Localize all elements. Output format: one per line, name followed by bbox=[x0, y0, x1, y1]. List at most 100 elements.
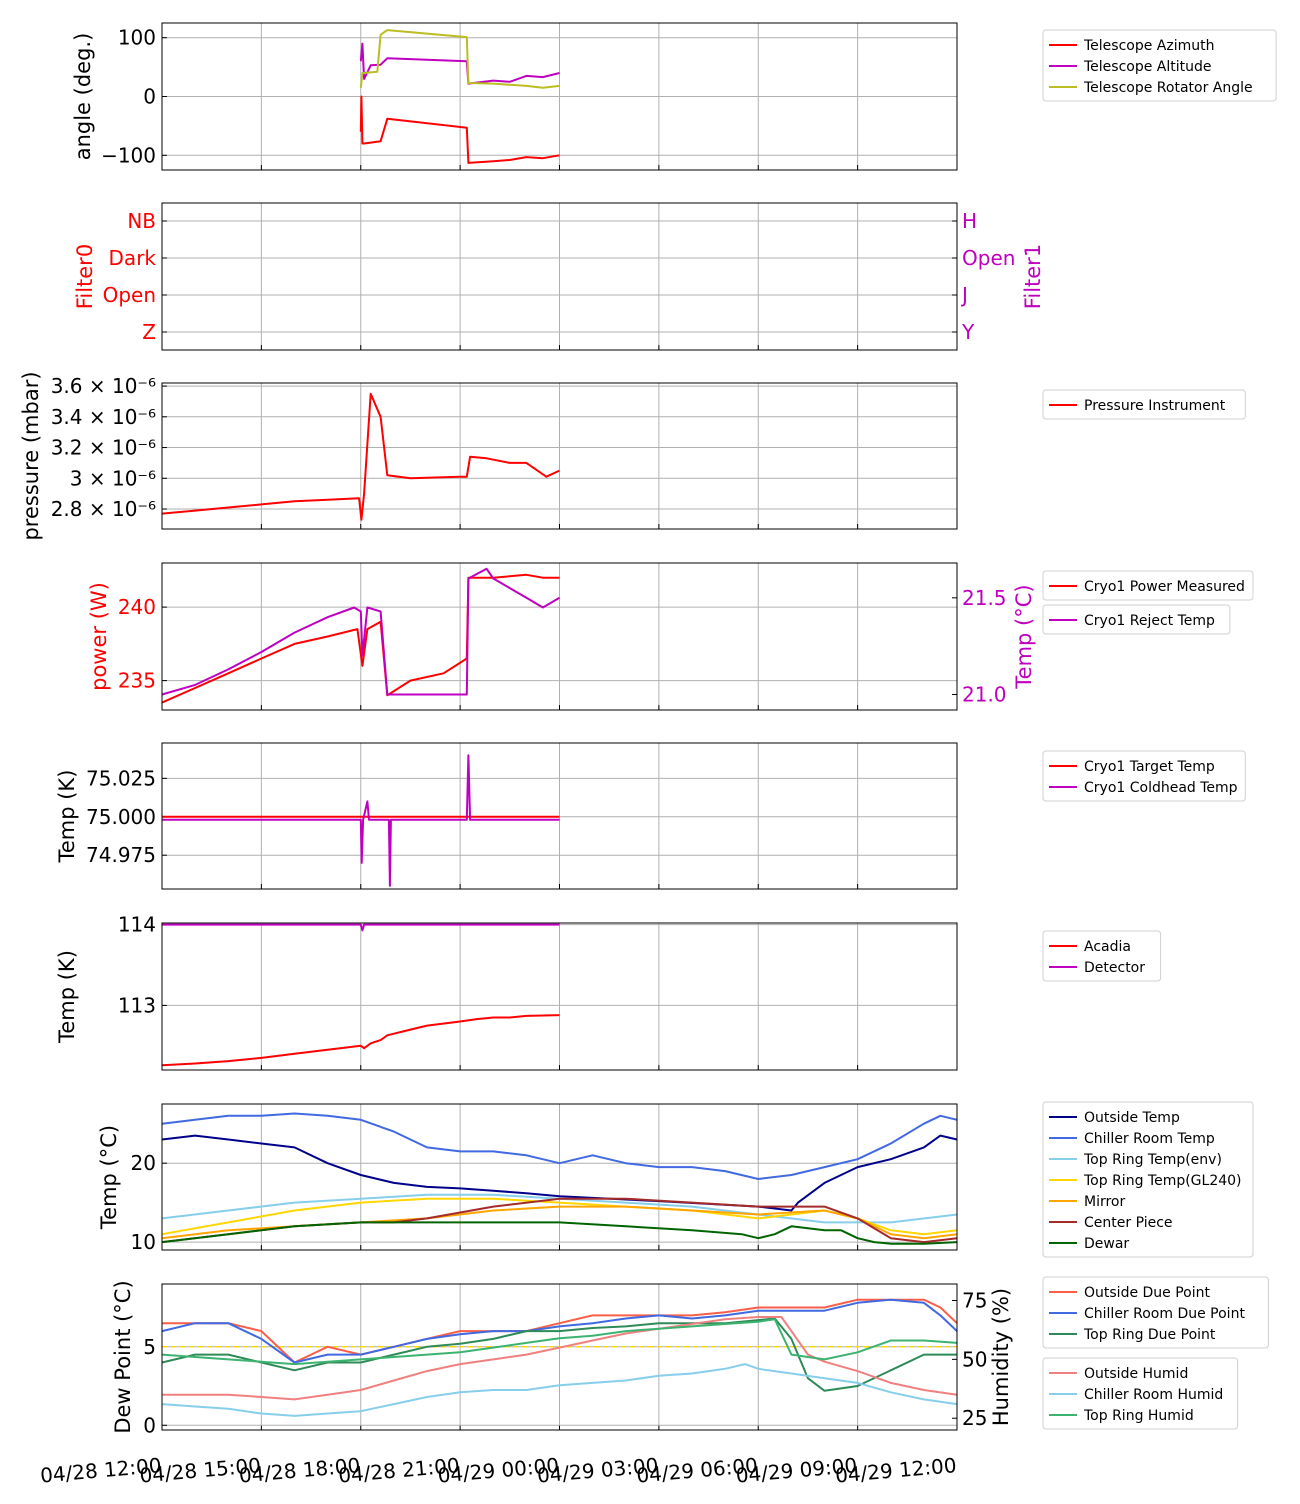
y-tick-label-right: Y bbox=[961, 320, 975, 344]
y-tick-label: 100 bbox=[118, 26, 156, 50]
legend-entry: Outside Due Point bbox=[1084, 1285, 1211, 1301]
y-tick-label: 240 bbox=[118, 595, 156, 619]
y-tick-label: 2.8 × 10⁻⁶ bbox=[51, 497, 156, 521]
legend-entry: Pressure Instrument bbox=[1084, 398, 1226, 414]
y-tick-label: 235 bbox=[118, 669, 156, 693]
legend-box bbox=[1042, 750, 1246, 802]
series-line-acadia bbox=[161, 1014, 560, 1067]
y-tick-label-right: 75 bbox=[962, 1288, 987, 1312]
y-tick-label: 3 × 10⁻⁶ bbox=[70, 466, 156, 490]
y-tick-label: Open bbox=[103, 283, 156, 307]
y-axis-label: Temp (K) bbox=[55, 770, 79, 864]
y-tick-label: −100 bbox=[101, 143, 156, 167]
series-line-chiller-room-humid bbox=[161, 1363, 958, 1417]
legend-entry: Cryo1 Power Measured bbox=[1084, 579, 1245, 595]
legend-box bbox=[1042, 1276, 1269, 1349]
legend-box bbox=[1042, 930, 1162, 982]
y-tick-label-right: J bbox=[960, 283, 968, 307]
panel-4 bbox=[161, 562, 1254, 711]
legend-box bbox=[1042, 570, 1254, 601]
legend-entry: Detector bbox=[1084, 960, 1145, 976]
legend-box bbox=[1042, 1357, 1239, 1430]
legend-entry: Chiller Room Temp bbox=[1084, 1131, 1215, 1147]
legend-box bbox=[1042, 1101, 1254, 1258]
legend-box bbox=[1042, 29, 1277, 102]
series-line-cryo1-reject-temp bbox=[161, 567, 561, 696]
panel-1 bbox=[161, 22, 1277, 171]
y-tick-label: 3.4 × 10⁻⁶ bbox=[51, 405, 156, 429]
y-tick-label-right: 25 bbox=[962, 1406, 987, 1430]
legend-entry: Mirror bbox=[1084, 1194, 1125, 1210]
y-axis-label: Dew Point (°C) bbox=[111, 1280, 135, 1433]
legend-entry: Top Ring Temp(env) bbox=[1083, 1152, 1222, 1168]
plot-frame bbox=[161, 382, 958, 530]
legend-entry: Chiller Room Humid bbox=[1084, 1387, 1223, 1403]
y-tick-label-right: 50 bbox=[962, 1347, 987, 1371]
y-tick-label: 114 bbox=[118, 913, 156, 937]
series-line-telescope-rotator-angle bbox=[359, 29, 560, 89]
y-tick-label-right: 21.5 bbox=[962, 586, 1007, 610]
y-tick-label-right: Open bbox=[962, 246, 1015, 270]
series-line-outside-due-point bbox=[162, 1298, 958, 1364]
y-axis-label-right: Temp (°C) bbox=[1012, 584, 1036, 689]
series-line-pressure-instrument bbox=[161, 392, 560, 521]
legend-entry: Cryo1 Coldhead Temp bbox=[1084, 780, 1238, 796]
series-line-telescope-azimuth bbox=[359, 95, 560, 164]
y-tick-label: 75.025 bbox=[86, 766, 156, 790]
legend-entry: Dewar bbox=[1084, 1236, 1129, 1252]
y-axis-label: Filter0 bbox=[73, 244, 97, 309]
plot-frame bbox=[161, 22, 958, 171]
y-axis-label: Temp (°C) bbox=[97, 1125, 121, 1230]
series-line-top-ring-humid bbox=[161, 1318, 958, 1366]
y-axis-label: power (W) bbox=[87, 582, 111, 691]
y-axis-label-right: Filter1 bbox=[1021, 244, 1045, 309]
y-axis-label-right: Humidity (%) bbox=[989, 1288, 1013, 1426]
legend-entry: Outside Temp bbox=[1084, 1110, 1180, 1126]
series-line-detector bbox=[162, 923, 560, 932]
series-line-cryo1-coldhead-temp bbox=[162, 754, 560, 887]
y-tick-label: 20 bbox=[131, 1151, 156, 1175]
panel-5 bbox=[161, 742, 1246, 890]
panel-3 bbox=[161, 382, 1246, 530]
plot-frame bbox=[161, 202, 958, 351]
y-tick-label-right: H bbox=[962, 209, 977, 233]
legend-entry: Acadia bbox=[1084, 939, 1131, 955]
series-line-dewar bbox=[161, 1221, 958, 1245]
plot-frame bbox=[161, 922, 958, 1071]
legend-entry: Cryo1 Target Temp bbox=[1084, 759, 1215, 775]
series-line-top-ring-temp-env- bbox=[161, 1193, 958, 1224]
y-tick-label-right: 21.0 bbox=[962, 683, 1007, 707]
panel-8 bbox=[161, 1276, 1269, 1431]
y-tick-label: 0 bbox=[143, 85, 156, 109]
legend-entry: Top Ring Due Point bbox=[1083, 1327, 1216, 1343]
panel-2 bbox=[161, 202, 958, 351]
y-tick-label: Z bbox=[142, 320, 156, 344]
series-line-top-ring-due-point bbox=[161, 1317, 957, 1392]
legend-entry: Cryo1 Reject Temp bbox=[1084, 613, 1215, 629]
legend-entry: Outside Humid bbox=[1084, 1366, 1188, 1382]
legend-entry: Telescope Azimuth bbox=[1083, 38, 1214, 54]
y-tick-label: 0 bbox=[143, 1413, 156, 1437]
series-line-chiller-room-due-point bbox=[161, 1298, 958, 1364]
legend-entry: Chiller Room Due Point bbox=[1084, 1306, 1245, 1322]
legend-entry: Top Ring Humid bbox=[1083, 1408, 1194, 1424]
y-tick-label: Dark bbox=[109, 246, 157, 270]
y-tick-label: 5 bbox=[143, 1335, 156, 1359]
y-tick-label: 3.2 × 10⁻⁶ bbox=[51, 436, 156, 460]
legend-entry: Telescope Rotator Angle bbox=[1083, 80, 1253, 96]
legend-entry: Center Piece bbox=[1084, 1215, 1173, 1231]
y-tick-label: 74.975 bbox=[86, 843, 156, 867]
legend-entry: Top Ring Temp(GL240) bbox=[1083, 1173, 1242, 1189]
y-tick-label: 75.000 bbox=[86, 805, 156, 829]
y-axis-label: Temp (K) bbox=[55, 950, 79, 1044]
plot-frame bbox=[161, 1283, 958, 1431]
plot-frame bbox=[161, 742, 958, 890]
panel-7 bbox=[161, 1101, 1254, 1258]
y-axis-label: angle (deg.) bbox=[71, 33, 95, 161]
series-line-chiller-room-temp bbox=[161, 1112, 958, 1180]
y-tick-label: 3.6 × 10⁻⁶ bbox=[51, 374, 156, 398]
legend-box bbox=[1042, 389, 1246, 420]
plot-frame bbox=[161, 562, 958, 711]
y-tick-label: 10 bbox=[131, 1230, 156, 1254]
